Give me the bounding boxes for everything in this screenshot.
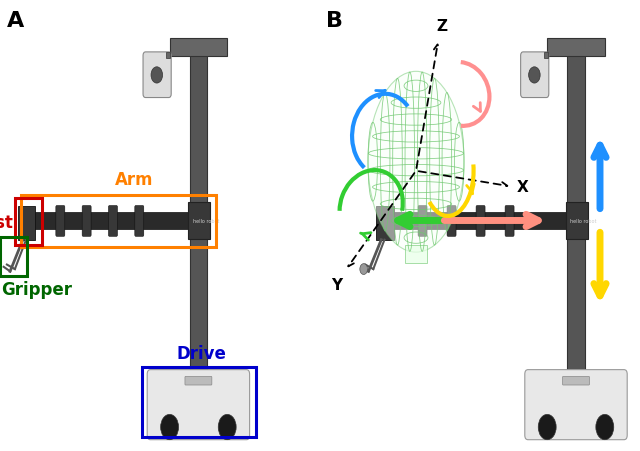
FancyBboxPatch shape <box>376 207 394 240</box>
FancyBboxPatch shape <box>135 206 144 237</box>
Text: Wrist: Wrist <box>0 213 13 231</box>
Circle shape <box>360 264 367 275</box>
FancyBboxPatch shape <box>82 206 91 237</box>
Text: Y: Y <box>332 277 342 292</box>
FancyBboxPatch shape <box>418 206 427 237</box>
Text: X: X <box>517 179 529 195</box>
FancyBboxPatch shape <box>108 206 118 237</box>
FancyBboxPatch shape <box>566 203 588 239</box>
FancyBboxPatch shape <box>166 53 170 59</box>
FancyBboxPatch shape <box>147 370 250 440</box>
FancyBboxPatch shape <box>19 212 207 230</box>
Circle shape <box>529 68 540 84</box>
Circle shape <box>151 68 163 84</box>
FancyBboxPatch shape <box>567 54 585 397</box>
Circle shape <box>218 414 236 440</box>
Text: hello robot: hello robot <box>193 218 220 224</box>
Text: A: A <box>6 11 24 31</box>
FancyBboxPatch shape <box>405 246 428 264</box>
FancyBboxPatch shape <box>563 377 589 385</box>
FancyBboxPatch shape <box>547 39 605 56</box>
FancyBboxPatch shape <box>170 39 227 56</box>
FancyBboxPatch shape <box>505 206 514 237</box>
FancyBboxPatch shape <box>18 207 35 240</box>
Text: B: B <box>326 11 344 31</box>
FancyBboxPatch shape <box>525 370 627 440</box>
Text: Z: Z <box>436 19 447 34</box>
FancyBboxPatch shape <box>185 377 212 385</box>
FancyBboxPatch shape <box>447 206 456 237</box>
FancyBboxPatch shape <box>378 212 585 230</box>
FancyBboxPatch shape <box>189 54 207 397</box>
FancyBboxPatch shape <box>56 206 65 237</box>
FancyBboxPatch shape <box>544 53 548 59</box>
FancyBboxPatch shape <box>521 53 548 98</box>
FancyBboxPatch shape <box>143 53 172 98</box>
Text: hello robot: hello robot <box>570 218 597 224</box>
FancyBboxPatch shape <box>476 206 485 237</box>
Text: Arm: Arm <box>115 170 154 189</box>
Circle shape <box>538 414 556 440</box>
Ellipse shape <box>368 72 464 253</box>
Circle shape <box>161 414 179 440</box>
FancyBboxPatch shape <box>188 203 211 239</box>
Text: Gripper: Gripper <box>2 281 72 299</box>
Text: Drive: Drive <box>177 344 227 362</box>
Circle shape <box>596 414 614 440</box>
